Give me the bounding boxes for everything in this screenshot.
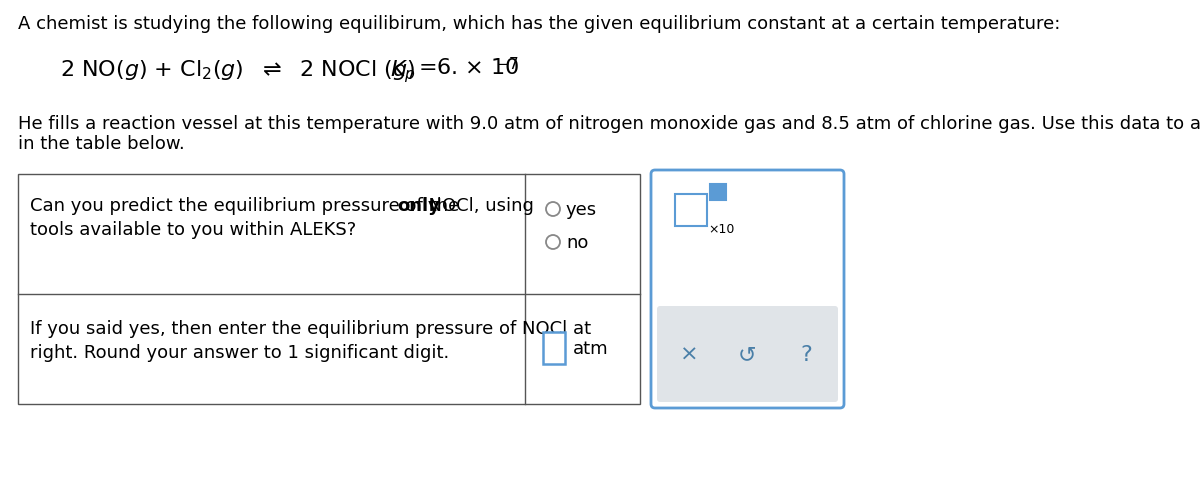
Text: yes: yes [566,201,598,218]
Text: =6. $\times$ 10: =6. $\times$ 10 [418,58,520,78]
Text: ×: × [680,344,698,364]
Bar [710,185,726,201]
Text: the: the [425,197,460,215]
Text: ↺: ↺ [738,344,757,364]
Text: ?: ? [800,344,811,364]
Text: no: no [566,233,588,252]
Text: ×10: ×10 [708,223,734,236]
Text: only: only [397,197,439,215]
Text: $K_p$: $K_p$ [390,58,415,84]
Bar [674,194,707,227]
Text: He fills a reaction vessel at this temperature with 9.0 atm of nitrogen monoxide: He fills a reaction vessel at this tempe… [18,115,1200,133]
Text: Can you predict the equilibrium pressure of NOCl, using: Can you predict the equilibrium pressure… [30,197,540,215]
FancyBboxPatch shape [650,171,844,408]
Text: A chemist is studying the following equilibirum, which has the given equilibrium: A chemist is studying the following equi… [18,15,1061,33]
Text: in the table below.: in the table below. [18,135,185,153]
Text: tools available to you within ALEKS?: tools available to you within ALEKS? [30,220,356,239]
Text: atm: atm [574,339,608,357]
FancyBboxPatch shape [658,306,838,402]
Bar [542,332,565,364]
Text: $-7$: $-7$ [496,56,520,72]
Text: right. Round your answer to 1 significant digit.: right. Round your answer to 1 significan… [30,343,449,361]
Text: If you said yes, then enter the equilibrium pressure of NOCl at: If you said yes, then enter the equilibr… [30,319,592,337]
Text: 2 NO($g$) + Cl$_2$($g$)  $\rightleftharpoons$  2 NOCl ($g$): 2 NO($g$) + Cl$_2$($g$) $\rightleftharpo… [60,58,415,82]
Bar [18,175,640,404]
